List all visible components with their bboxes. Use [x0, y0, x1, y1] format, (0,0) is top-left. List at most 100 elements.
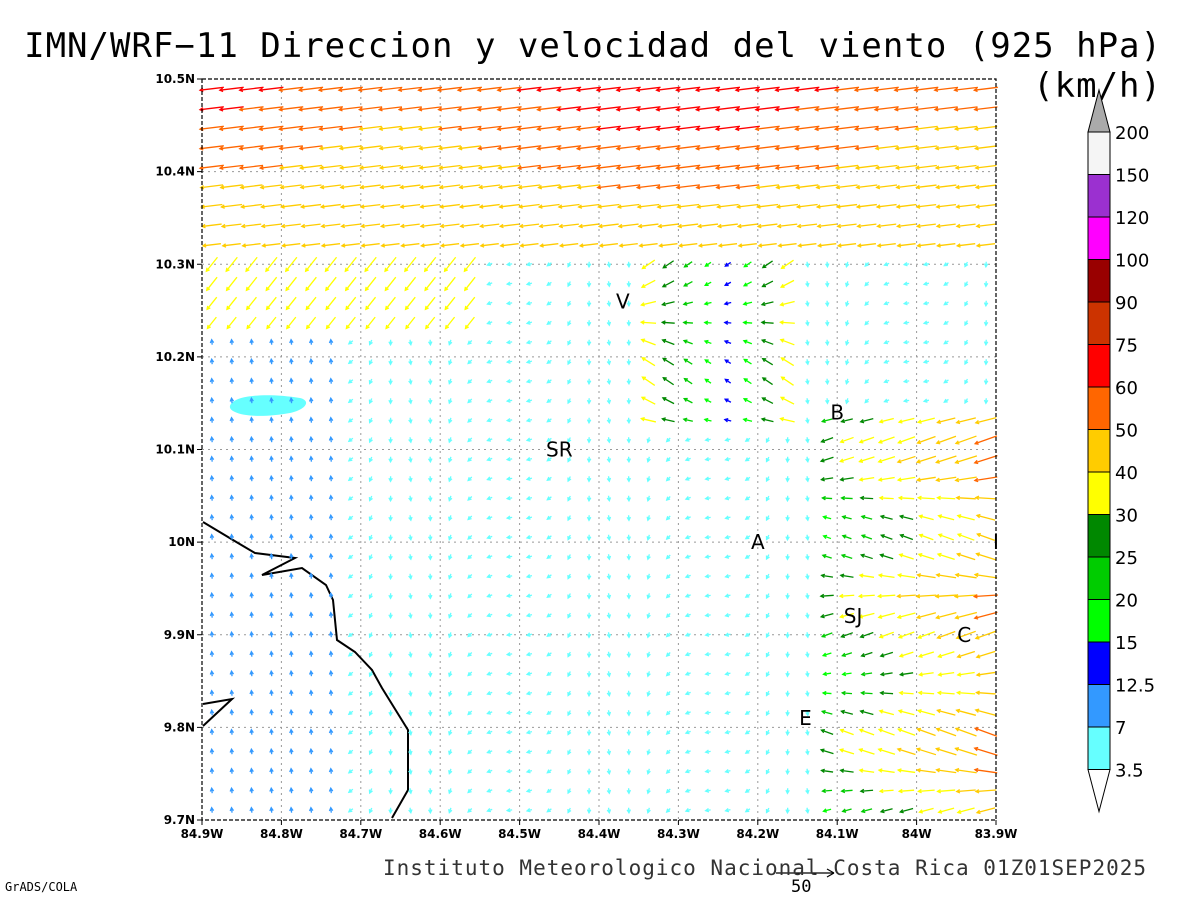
wind-vector — [437, 106, 462, 112]
wind-vector — [428, 476, 433, 483]
wind-vector-head — [249, 611, 254, 617]
wind-vector-head — [405, 324, 410, 330]
wind-vector — [724, 261, 732, 267]
wind-vector-head — [744, 730, 750, 735]
wind-vector-shaft — [976, 223, 996, 228]
wind-vector-head — [319, 204, 325, 209]
wind-vector-shaft — [280, 184, 302, 189]
wind-vector — [860, 534, 873, 540]
wind-vector-shaft — [616, 86, 641, 91]
wind-vector — [467, 437, 473, 443]
wind-vector-head — [805, 575, 810, 581]
colorbar-level-label: 7 — [1115, 718, 1126, 739]
wind-vector-head — [964, 282, 969, 288]
wind-vector — [955, 417, 976, 425]
wind-vector-head — [400, 243, 405, 248]
wind-vector-shaft — [876, 164, 898, 169]
colorbar-swatch — [1087, 684, 1111, 728]
wind-vector — [245, 256, 258, 273]
wind-vector-head — [368, 399, 373, 405]
wind-vector — [816, 223, 837, 229]
wind-vector-head — [486, 418, 492, 423]
wind-vector-head — [896, 459, 902, 464]
wind-vector-shaft — [557, 125, 582, 130]
wind-vector-head — [546, 691, 551, 696]
wind-vector — [249, 494, 254, 501]
wind-vector-shaft — [676, 164, 701, 169]
wind-vector — [347, 437, 354, 443]
wind-vector — [916, 417, 935, 424]
wind-vector-head — [486, 496, 492, 501]
wind-vector-shaft — [915, 106, 939, 111]
wind-vector — [973, 611, 998, 620]
wind-vector — [964, 398, 969, 405]
wind-vector-shaft — [219, 86, 244, 91]
wind-vector — [780, 357, 795, 367]
wind-vector-head — [874, 146, 880, 151]
wind-vector-head — [567, 321, 572, 327]
wind-vector-head — [606, 809, 612, 815]
wind-vector-head — [486, 281, 492, 286]
wind-vector-shaft — [957, 691, 976, 695]
wind-vector-head — [364, 286, 370, 292]
wind-vector — [760, 417, 774, 423]
wind-vector — [797, 243, 817, 248]
wind-vector — [734, 125, 760, 132]
wind-vector-shaft — [977, 533, 996, 542]
wind-vector-head — [845, 263, 850, 268]
lon-tick-label: 84.9W — [181, 827, 224, 841]
wind-vector — [606, 612, 612, 620]
wind-vector-head — [567, 789, 572, 795]
wind-vector-head — [556, 185, 562, 190]
colorbar-level-label: 40 — [1115, 463, 1138, 484]
wind-vector-head — [922, 262, 928, 267]
wind-vector-shaft — [954, 86, 978, 91]
wind-vector — [724, 359, 732, 365]
wind-vector-head — [308, 650, 314, 656]
wind-vector — [661, 301, 675, 307]
wind-vector-head — [567, 672, 572, 678]
wind-vector-head — [821, 495, 826, 501]
wind-vector-head — [546, 262, 551, 267]
wind-vector — [368, 417, 373, 424]
wind-vector-shaft — [577, 184, 601, 189]
wind-vector-head — [206, 305, 211, 311]
wind-vector-head — [734, 87, 740, 93]
wind-vector — [567, 534, 572, 541]
wind-vector — [269, 416, 274, 423]
wind-vector-shaft — [937, 630, 956, 639]
wind-vector-head — [398, 126, 403, 131]
wind-vector — [278, 106, 304, 112]
wind-vector-head — [922, 379, 928, 384]
wind-vector-shaft — [900, 807, 914, 813]
wind-vector — [418, 145, 442, 151]
wind-vector-head — [816, 243, 822, 248]
wind-vector — [646, 768, 651, 775]
wind-vector — [467, 535, 473, 540]
wind-vector — [486, 457, 493, 462]
wind-vector — [936, 708, 956, 716]
wind-vector-shaft — [938, 651, 955, 658]
wind-vector — [298, 125, 323, 132]
wind-vector — [476, 106, 502, 112]
wind-vector-head — [299, 165, 304, 170]
wind-vector — [249, 591, 254, 599]
wind-vector — [209, 357, 215, 365]
graticule — [202, 79, 996, 820]
wind-vector — [675, 145, 701, 151]
wind-vector-shaft — [617, 184, 641, 189]
wind-vector — [845, 359, 850, 366]
wind-vector-head — [477, 146, 483, 151]
wind-vector-head — [476, 87, 482, 93]
wind-vector-head — [716, 204, 721, 209]
wind-vector — [795, 184, 819, 190]
wind-vector-shaft — [463, 256, 477, 272]
wind-vector-head — [308, 357, 314, 363]
wind-vector-head — [661, 397, 667, 402]
wind-vector — [408, 612, 413, 620]
wind-vector — [879, 553, 894, 560]
wind-vector — [877, 436, 895, 444]
wind-vector-head — [229, 767, 235, 773]
wind-vector-head — [525, 418, 531, 423]
wind-vector — [606, 261, 612, 269]
